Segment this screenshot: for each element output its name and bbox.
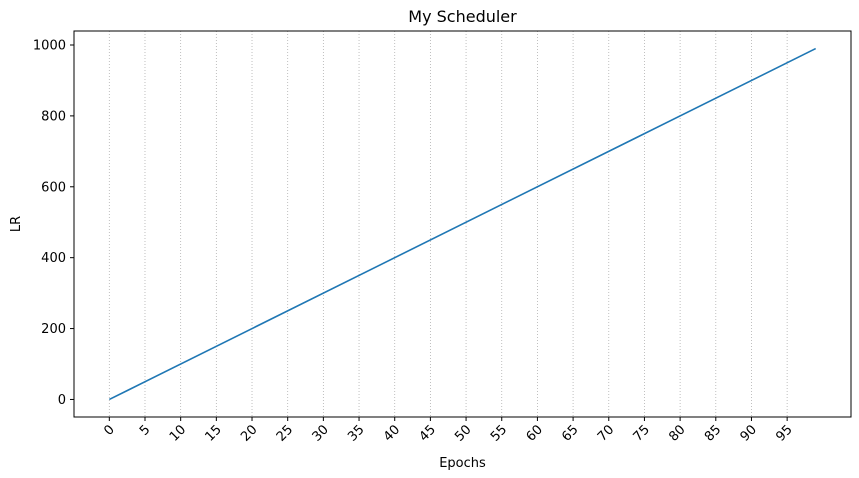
x-tick-label: 60	[524, 422, 546, 444]
x-tick-label: 70	[595, 422, 617, 444]
x-tick-label: 0	[101, 422, 117, 438]
x-tick-label: 30	[310, 422, 332, 444]
x-axis-label: Epochs	[439, 456, 486, 471]
y-tick-label: 0	[58, 393, 66, 408]
series-layer	[108, 47, 817, 401]
series-line	[108, 47, 817, 401]
x-tick-label: 20	[238, 422, 260, 444]
x-tick-label: 75	[631, 422, 653, 444]
y-tick-label: 1000	[33, 39, 66, 54]
x-tick-label: 45	[417, 422, 439, 444]
x-tick-label: 15	[203, 422, 225, 444]
x-tick-label: 10	[167, 422, 189, 444]
chart-title: My Scheduler	[408, 7, 517, 26]
y-axis-label: LR	[9, 216, 24, 232]
y-tick-label: 200	[41, 322, 66, 337]
x-tick-label: 50	[452, 422, 474, 444]
y-tick-label: 400	[41, 251, 66, 266]
x-tick-label: 80	[666, 422, 688, 444]
plot-frame	[73, 30, 852, 418]
x-axis-ticks: 0 5 10 15 20 25 30 35 40 45 50 55 60 65 70 75 80 85 90 95	[101, 417, 796, 445]
y-tick-label: 600	[41, 180, 66, 195]
x-tick-label: 90	[738, 422, 760, 444]
x-tick-label: 55	[488, 422, 510, 444]
x-tick-label: 95	[773, 422, 795, 444]
x-tick-label: 40	[381, 422, 403, 444]
x-tick-label: 35	[345, 422, 367, 444]
x-tick-label: 5	[137, 422, 153, 438]
x-tick-label: 85	[702, 422, 724, 444]
y-axis-ticks: 0 200 400 600 800 1000	[33, 39, 74, 408]
y-tick-label: 800	[41, 109, 66, 124]
x-tick-label: 25	[274, 422, 296, 444]
grid-layer	[108, 31, 788, 417]
x-tick-label: 65	[559, 422, 581, 444]
